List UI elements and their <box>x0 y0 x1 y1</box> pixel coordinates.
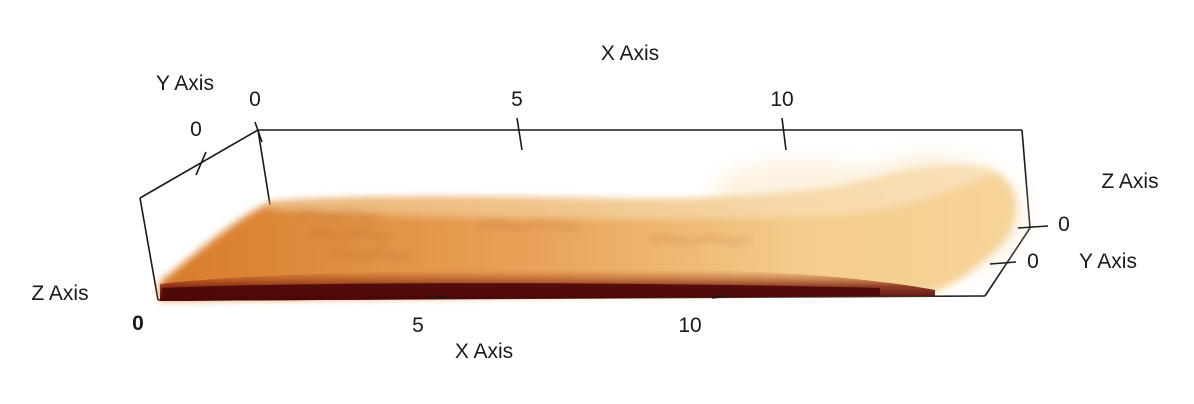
y-axis-right-title: Y Axis <box>1079 250 1137 273</box>
x-axis-top-tick: 10 <box>770 88 794 151</box>
z-axis-left: Z Axis <box>31 282 88 305</box>
z-axis-right-tick-label: 0 <box>1058 213 1070 236</box>
z-axis-right-tick: 0 <box>1017 213 1070 236</box>
y-axis-right-tick: 0 <box>989 250 1039 273</box>
z-axis-right-title: Z Axis <box>1101 170 1158 193</box>
x-axis-bottom-tick: 10 <box>678 295 731 337</box>
x-axis-top-title: X Axis <box>601 42 659 65</box>
x-axis-top-tick-label: 0 <box>249 88 261 111</box>
x-axis-bottom-tick-label: 0 <box>132 312 144 335</box>
z-axis-right: Z Axis 0 <box>1017 170 1159 236</box>
y-axis-left-tick-label: 0 <box>190 118 202 141</box>
y-axis-right: Y Axis 0 <box>989 250 1137 273</box>
x-axis-top-tick: 0 <box>249 88 263 143</box>
x-axis-bottom: X Axis 0 5 10 <box>132 295 731 363</box>
y-axis-left-tick: 0 <box>190 118 207 176</box>
x-axis-bottom-tick-label: 10 <box>678 314 701 337</box>
x-axis-bottom-tick: 0 <box>132 312 144 335</box>
x-axis-top: X Axis 0 5 10 <box>249 42 794 151</box>
x-axis-top-tick-label: 5 <box>511 88 523 111</box>
y-axis-left: Y Axis 0 <box>156 72 214 176</box>
x-axis-bottom-tick-label: 5 <box>412 314 424 337</box>
x-axis-bottom-tick: 5 <box>412 295 451 337</box>
x-axis-bottom-title: X Axis <box>455 340 513 363</box>
x-axis-top-tick: 5 <box>511 88 523 151</box>
y-axis-right-tick-label: 0 <box>1027 250 1039 273</box>
z-axis-left-title: Z Axis <box>31 282 88 305</box>
x-axis-top-tick-label: 10 <box>770 88 793 111</box>
volume-rendering <box>160 145 1040 301</box>
y-axis-left-title: Y Axis <box>156 72 214 95</box>
